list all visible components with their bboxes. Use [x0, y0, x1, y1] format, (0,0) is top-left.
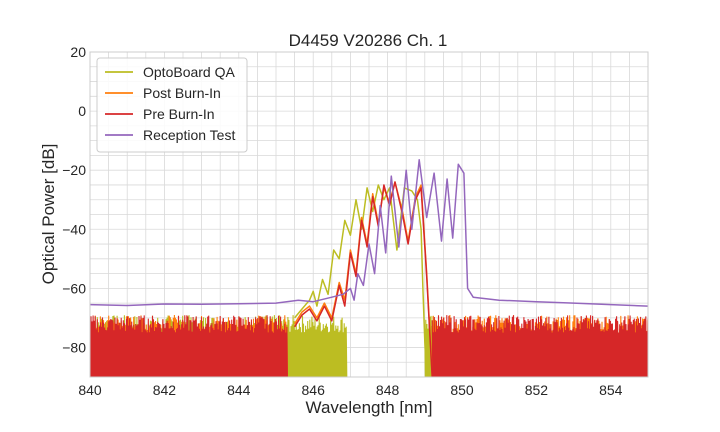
chart-title: D4459 V20286 Ch. 1 — [289, 31, 448, 50]
x-tick-label: 854 — [599, 382, 623, 398]
y-tick-label: 20 — [70, 44, 86, 60]
series-pre-burn-in — [90, 181, 648, 377]
x-tick-label: 852 — [525, 382, 549, 398]
x-tick-labels: 840 842 844 846 848 850 852 854 — [78, 382, 622, 398]
y-tick-label: −60 — [62, 280, 86, 296]
y-tick-label: 0 — [78, 103, 86, 119]
y-tick-label: −40 — [62, 221, 86, 237]
plot-frame — [89, 51, 649, 378]
noise-trace — [90, 315, 288, 377]
noise-trace — [431, 315, 648, 377]
y-tick-label: −80 — [62, 339, 86, 355]
y-tick-label: −20 — [62, 162, 86, 178]
series-reception-test — [90, 159, 648, 307]
y-axis-label: Optical Power [dB] — [39, 144, 58, 285]
x-axis-label: Wavelength [nm] — [306, 398, 433, 417]
x-tick-label: 848 — [376, 382, 400, 398]
x-tick-label: 846 — [302, 382, 326, 398]
legend-label: OptoBoard QA — [143, 64, 235, 80]
plot-area — [90, 159, 648, 377]
x-tick-label: 844 — [227, 382, 251, 398]
x-tick-label: 840 — [78, 382, 102, 398]
legend-label: Post Burn-In — [143, 85, 221, 101]
x-tick-label: 842 — [153, 382, 177, 398]
series-line — [293, 181, 433, 377]
legend: OptoBoard QA Post Burn-In Pre Burn-In Recep… — [96, 57, 248, 153]
series-line — [90, 159, 648, 307]
legend-box — [96, 57, 248, 153]
legend-label: Reception Test — [143, 127, 235, 143]
y-tick-labels: 20 0 −20 −40 −60 −80 — [62, 44, 86, 355]
legend-label: Pre Burn-In — [143, 106, 215, 122]
x-tick-label: 850 — [450, 382, 474, 398]
